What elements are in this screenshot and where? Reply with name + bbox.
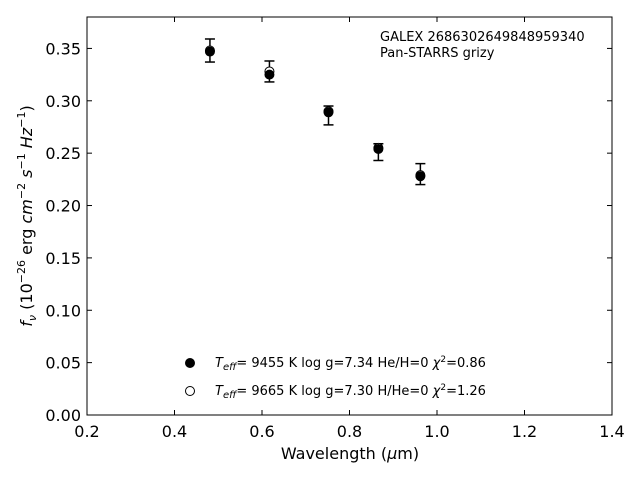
legend-marker-filled — [185, 358, 195, 368]
data-points — [204, 45, 426, 182]
x-axis-title: Wavelength (μm) — [281, 444, 419, 463]
annotation-source: GALEX 2686302649848959340 — [380, 30, 585, 45]
annotation-survey: Pan-STARRS grizy — [380, 46, 495, 61]
x-tick-label: 0.2 — [74, 422, 99, 441]
y-tick-label: 0.05 — [45, 354, 81, 373]
legend-entry-1: Teff= 9455 K log g=7.34 He/H=0 χ2=0.86 — [215, 355, 486, 373]
x-tick-label: 0.8 — [337, 422, 362, 441]
y-axis-ticks: 0.00 0.05 0.10 0.15 0.20 0.25 0.30 0.35 — [45, 39, 612, 425]
model-point-filled — [204, 46, 215, 57]
y-tick-label: 0.30 — [45, 92, 81, 111]
y-tick-label: 0.15 — [45, 249, 81, 268]
x-tick-label: 0.4 — [162, 422, 187, 441]
y-axis-title: fν (10−26 erg cm−2 s−1 Hz−1) — [15, 105, 39, 326]
y-tick-label: 0.10 — [45, 301, 81, 320]
legend-entry-2: Teff= 9665 K log g=7.30 H/He=0 χ2=1.26 — [215, 383, 486, 401]
x-tick-label: 0.6 — [249, 422, 274, 441]
model-point-filled — [373, 143, 384, 154]
y-tick-label: 0.20 — [45, 197, 81, 216]
legend: Teff= 9455 K log g=7.34 He/H=0 χ2=0.86 T… — [185, 355, 486, 401]
model-point-filled — [323, 107, 334, 118]
y-tick-label: 0.25 — [45, 144, 81, 163]
model-point-filled — [264, 69, 275, 80]
x-axis-ticks: 0.2 0.4 0.6 0.8 1.0 1.2 1.4 — [74, 17, 625, 441]
x-tick-label: 1.2 — [512, 422, 537, 441]
legend-marker-open — [185, 386, 195, 396]
x-tick-label: 1.4 — [599, 422, 624, 441]
model-point-filled — [415, 171, 426, 182]
x-tick-label: 1.0 — [424, 422, 449, 441]
y-tick-label: 0.35 — [45, 39, 81, 58]
y-tick-label: 0.00 — [45, 406, 81, 425]
